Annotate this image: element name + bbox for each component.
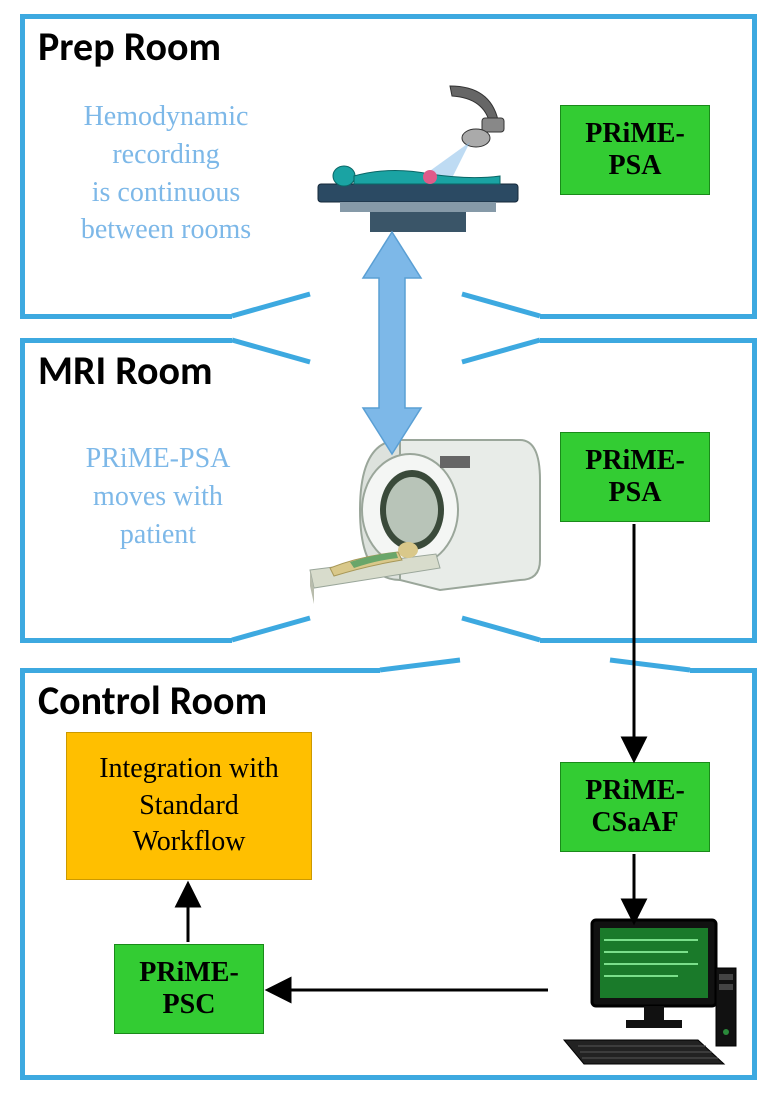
xray-table-icon: [300, 80, 540, 260]
computer-icon: [548, 912, 738, 1072]
mri-door-gap-top: [232, 336, 540, 346]
control-room-title: Control Room: [38, 676, 267, 725]
control-door-gap: [380, 666, 690, 676]
psc-box: PRiME- PSC: [114, 944, 264, 1034]
integration-box: Integration with Standard Workflow: [66, 732, 312, 880]
mri-note: PRiME-PSA moves with patient: [48, 440, 268, 553]
prep-note: Hemodynamic recording is continuous betw…: [46, 98, 286, 249]
mri-room-title: MRI Room: [38, 346, 213, 395]
prep-door-gap: [232, 312, 540, 322]
diagram-canvas: Prep Room MRI Room Control Room Hemodyna…: [0, 0, 777, 1095]
prep-room-title: Prep Room: [38, 22, 221, 71]
mri-scanner-icon: [290, 420, 550, 620]
mri-door-gap-bottom: [232, 636, 540, 646]
psa-mri-box: PRiME- PSA: [560, 432, 710, 522]
psa-prep-box: PRiME- PSA: [560, 105, 710, 195]
csaaf-box: PRiME- CSaAF: [560, 762, 710, 852]
